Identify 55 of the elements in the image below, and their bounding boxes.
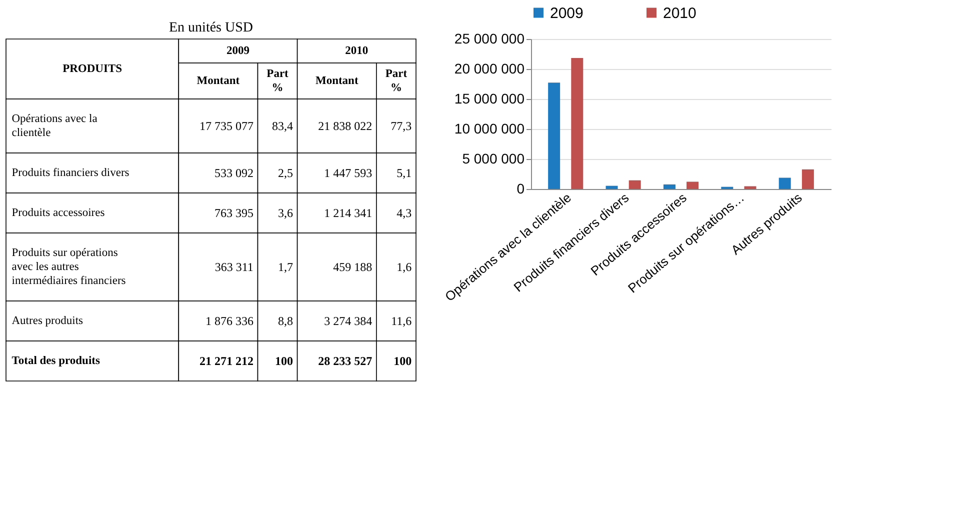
text: 2010 (345, 45, 368, 57)
text: 533 092 (214, 166, 254, 180)
text: 2009 (226, 45, 250, 57)
bar (802, 169, 814, 189)
text: 21 838 022 (318, 119, 372, 133)
text: 763 395 (214, 206, 254, 220)
text: 5,1 (396, 166, 412, 180)
text: 1,6 (396, 260, 412, 274)
legend-label: 2009 (550, 4, 584, 22)
text: 8,8 (278, 314, 293, 328)
text: 2,5 (278, 166, 293, 180)
text: 1 876 336 (205, 314, 254, 328)
y-tick-label: 25 000 000 (454, 30, 525, 46)
text: 1,7 (278, 260, 293, 274)
y-tick-label: 15 000 000 (454, 90, 525, 106)
y-tick-label: 0 (516, 180, 525, 196)
bar (663, 184, 676, 189)
text: 17 735 077 (199, 119, 254, 133)
text: 77,3 (390, 119, 412, 133)
text: 4,3 (396, 206, 412, 220)
y-tick-label: 5 000 000 (462, 150, 525, 166)
bar (606, 186, 618, 189)
text: 3,6 (278, 206, 293, 220)
category-label: Produits financiers divers (12, 167, 130, 179)
category-label: Part % (385, 68, 408, 94)
bar (744, 186, 756, 189)
text: 459 188 (333, 260, 372, 274)
text: En unités USD (169, 20, 253, 36)
y-tick-label: 20 000 000 (454, 60, 525, 76)
text: 100 (394, 354, 412, 368)
bar (571, 58, 584, 189)
text: 3 274 384 (324, 314, 372, 328)
category-label: Produits accessoires (12, 207, 105, 219)
text: 83,4 (272, 119, 293, 133)
text: 1 447 593 (324, 166, 372, 180)
text: 1 214 341 (324, 206, 372, 220)
text: 363 311 (214, 260, 254, 274)
category-label: Part % (266, 68, 289, 94)
bar (686, 182, 699, 189)
category-label: Total des produits (12, 355, 100, 367)
bar (628, 180, 641, 189)
text: 100 (275, 354, 293, 368)
text: 21 271 212 (199, 354, 254, 368)
text: PRODUITS (62, 63, 122, 75)
category-label: Opérations avec la clientèle (12, 113, 98, 139)
category-label: Montant (196, 75, 240, 87)
y-tick-label: 10 000 000 (454, 120, 525, 136)
category-label: Produits sur opérations avec les autres intermédiaires financiers (12, 247, 126, 287)
bar (778, 178, 791, 189)
text: 28 233 527 (318, 354, 372, 368)
legend-label: 2010 (663, 4, 696, 22)
category-label: Autres produits (12, 315, 83, 327)
text: 11,6 (391, 314, 412, 328)
bar (548, 82, 560, 189)
category-label: Montant (315, 75, 358, 87)
